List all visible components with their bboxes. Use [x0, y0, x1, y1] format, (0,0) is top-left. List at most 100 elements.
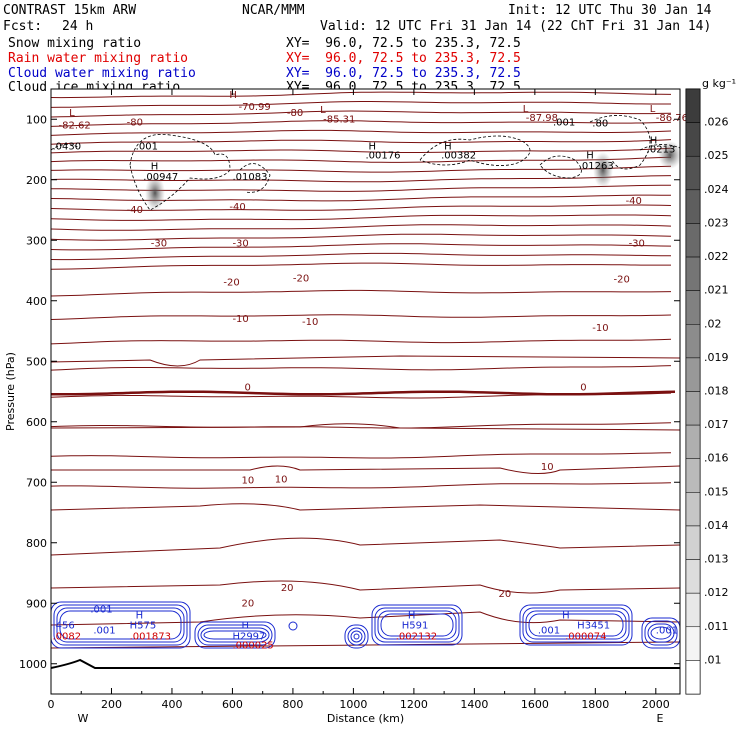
temperature-contour: [50, 110, 672, 118]
cloud-ice-contour: [239, 163, 271, 193]
temperature-contour: [50, 482, 672, 489]
cloud-water-contour: [644, 620, 678, 646]
cloud-water-contour: [203, 630, 267, 640]
west-label: W: [78, 712, 89, 725]
cloud-ice-contour: [50, 144, 81, 151]
cloud-water-contour: [194, 621, 276, 649]
x-tick-label: 0: [48, 698, 55, 711]
upper-extremum-label: -85.31: [323, 114, 355, 125]
cloud-water-contour: [519, 604, 633, 646]
colorbar-segment: [685, 492, 701, 527]
x-tick-label: 600: [222, 698, 243, 711]
cloud-water-contour: [380, 613, 454, 637]
y-tick-label: 500: [26, 355, 47, 368]
temperature-label: 20: [281, 583, 294, 594]
cloud-water-contour: [522, 607, 630, 643]
temperature-contour: [50, 129, 672, 136]
cloud-ice-contour: [589, 115, 651, 170]
temperature-contour: [50, 423, 681, 431]
temperature-label: -10: [302, 317, 318, 328]
upper-extremum-label: -70.99: [238, 102, 270, 113]
y-tick-label: 100: [26, 113, 47, 126]
colorbar-label: .01: [704, 653, 722, 666]
field-snow-name: Snow mixing ratio: [8, 36, 142, 51]
cloud-ice-label: .00947: [143, 172, 178, 183]
y-tick-label: 300: [26, 234, 47, 247]
colorbar-label: .024: [704, 183, 729, 196]
cloud-water-label: H: [562, 610, 570, 621]
temperature-contour: [50, 224, 672, 231]
field-cloudwater-xy: XY= 96.0, 72.5 to 235.3, 72.5: [286, 66, 521, 81]
cloud-water-contour: [377, 610, 457, 640]
temperature-label: -10: [592, 323, 608, 334]
cloud-ice-label: H: [369, 142, 377, 153]
colorbar-label: .022: [704, 250, 729, 263]
cloud-ice-label: .80: [592, 119, 608, 130]
rain-label: .002132: [396, 632, 437, 643]
forecast-hours: 24 h: [62, 19, 94, 34]
terrain-line: [50, 658, 680, 669]
temperature-contour: [50, 156, 672, 163]
temperature-contour: [50, 139, 672, 145]
temperature-label: 20: [499, 589, 512, 600]
x-tick-label: 2000: [642, 698, 670, 711]
temperature-contour: [50, 314, 672, 320]
cloud-water-contour: [647, 623, 675, 643]
cloud-water-contour: [53, 604, 188, 646]
cloud-ice-contour: [539, 155, 582, 179]
temperature-contour: [50, 365, 672, 371]
field-rain-xy: XY= 96.0, 72.5 to 235.3, 72.5: [286, 51, 521, 66]
x-tick-label: 200: [101, 698, 122, 711]
x-axis-label: Distance (km): [327, 712, 404, 725]
cloud-water-contour: [59, 610, 182, 640]
temperature-contour: [50, 101, 671, 108]
temperature-contour: [50, 214, 672, 221]
cloud-water-contour: [528, 613, 624, 637]
colorbar-segment: [685, 525, 701, 560]
temperature-contour: [50, 243, 672, 251]
x-tick-label: 1200: [400, 698, 428, 711]
temperature-contour: [50, 120, 672, 127]
cloud-water-label: H: [242, 621, 250, 632]
temperature-label: -40: [127, 205, 143, 216]
temperature-contour: [50, 355, 681, 367]
colorbar-label: .017: [704, 418, 729, 431]
temperature-contour: [50, 262, 671, 270]
temperature-contour: [50, 147, 672, 154]
cloud-ice-label: H: [650, 135, 658, 146]
cloud-ice-label: H: [151, 161, 159, 172]
temperature-contour: [50, 252, 671, 261]
temperature-contour: [50, 611, 681, 626]
east-label: E: [657, 712, 664, 725]
y-tick-label: 800: [26, 537, 47, 550]
temperature-contour: [50, 233, 672, 241]
temperature-label: -20: [223, 278, 239, 289]
cloud-water-label: H: [136, 610, 144, 621]
temperature-label: 10: [275, 474, 288, 485]
upper-extremum-label: L: [650, 104, 656, 115]
colorbar-segment: [685, 223, 701, 258]
cloud-ice-label: .0213: [647, 145, 676, 156]
temperature-label: -40: [229, 202, 245, 213]
cloud-water-label: H3451: [577, 621, 610, 632]
temperature-label: -30: [151, 238, 167, 249]
x-tick-label: 1000: [339, 698, 367, 711]
colorbar-label: .013: [704, 553, 729, 566]
colorbar-label: .016: [704, 452, 729, 465]
temperature-contour: [51, 465, 681, 474]
cloud-water-contour: [650, 626, 672, 640]
upper-extremum-label: -87.98: [526, 113, 558, 124]
upper-extremum-label: L: [69, 108, 75, 119]
cloud-ice-label: .01263: [579, 161, 614, 172]
cloud-ice-label: H: [444, 142, 452, 153]
upper-extremum-label: L: [523, 104, 529, 115]
temperature-contour: [50, 452, 672, 459]
cloud-ice-contour: [419, 135, 531, 166]
cloud-water-label: .001: [90, 604, 112, 615]
colorbar-label: .015: [704, 485, 729, 498]
cloud-ice-contour: [129, 133, 231, 211]
temperature-label: 10: [541, 462, 554, 473]
upper-extremum-label: -82.62: [59, 120, 91, 131]
upper-extremum-label: L: [320, 105, 326, 116]
temperature-label: -80: [127, 117, 143, 128]
